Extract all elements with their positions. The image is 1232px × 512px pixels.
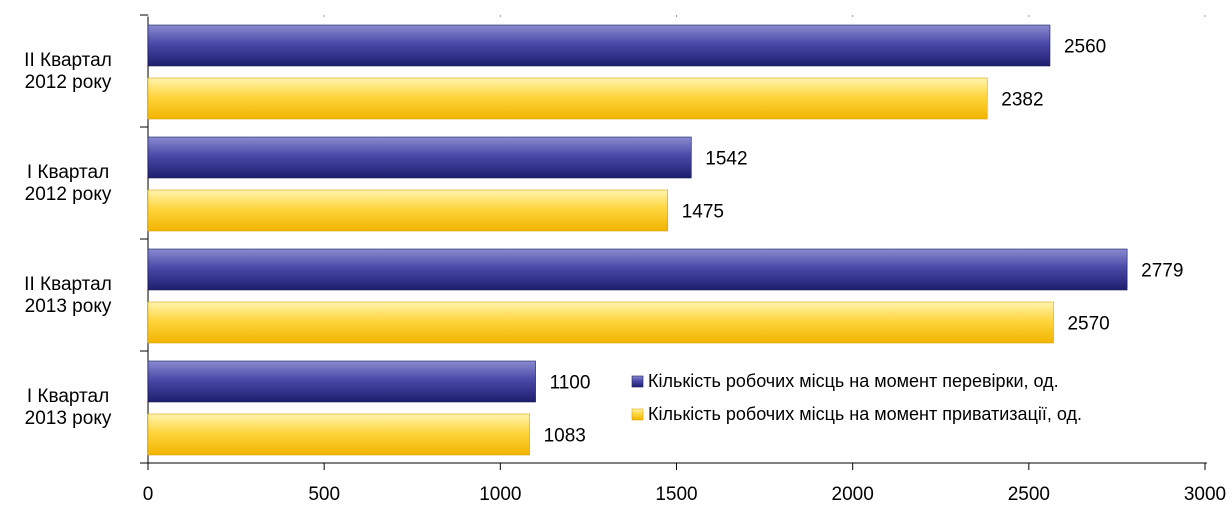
x-tick-label: 2500 <box>1008 484 1050 505</box>
bar-inspection <box>147 136 692 179</box>
bar-privatization <box>147 189 668 232</box>
x-tick-label: 2000 <box>832 484 874 505</box>
data-label: 2560 <box>1064 37 1106 58</box>
category-label-line: II Квартал <box>24 274 112 295</box>
category-label-line: 2013 року <box>25 408 112 429</box>
legend-swatch <box>631 408 644 421</box>
legend-swatch <box>631 375 644 388</box>
bar-privatization <box>147 413 530 456</box>
bar-privatization <box>147 301 1054 344</box>
x-tick-label: 500 <box>308 484 340 505</box>
category-label-line: 2013 року <box>25 296 112 317</box>
data-label: 1100 <box>550 373 591 394</box>
data-label: 1475 <box>682 202 724 223</box>
category-label-line: II Квартал <box>24 50 112 71</box>
x-tick-label: 3000 <box>1184 484 1226 505</box>
x-tick-label: 1500 <box>655 484 697 505</box>
x-tick-label: 0 <box>143 484 154 505</box>
data-label: 2779 <box>1141 261 1183 282</box>
x-tick-label: 1000 <box>479 484 521 505</box>
bar-inspection <box>147 24 1051 67</box>
category-label-line: 2012 року <box>25 184 112 205</box>
bar-inspection <box>147 360 536 403</box>
data-label: 1542 <box>705 149 747 170</box>
category-label-line: I Квартал <box>27 162 109 183</box>
category-label-line: 2012 року <box>25 72 112 93</box>
bar-inspection <box>147 248 1128 291</box>
data-label: 2570 <box>1067 314 1109 335</box>
legend-label: Кількість робочих місць на момент переві… <box>648 371 1059 391</box>
bar-privatization <box>147 77 988 120</box>
legend-label: Кількість робочих місць на момент приват… <box>648 404 1082 424</box>
data-label: 2382 <box>1001 90 1043 111</box>
data-label: 1083 <box>544 426 586 447</box>
legend: Кількість робочих місць на момент переві… <box>631 371 1082 424</box>
category-label-line: I Квартал <box>27 386 109 407</box>
